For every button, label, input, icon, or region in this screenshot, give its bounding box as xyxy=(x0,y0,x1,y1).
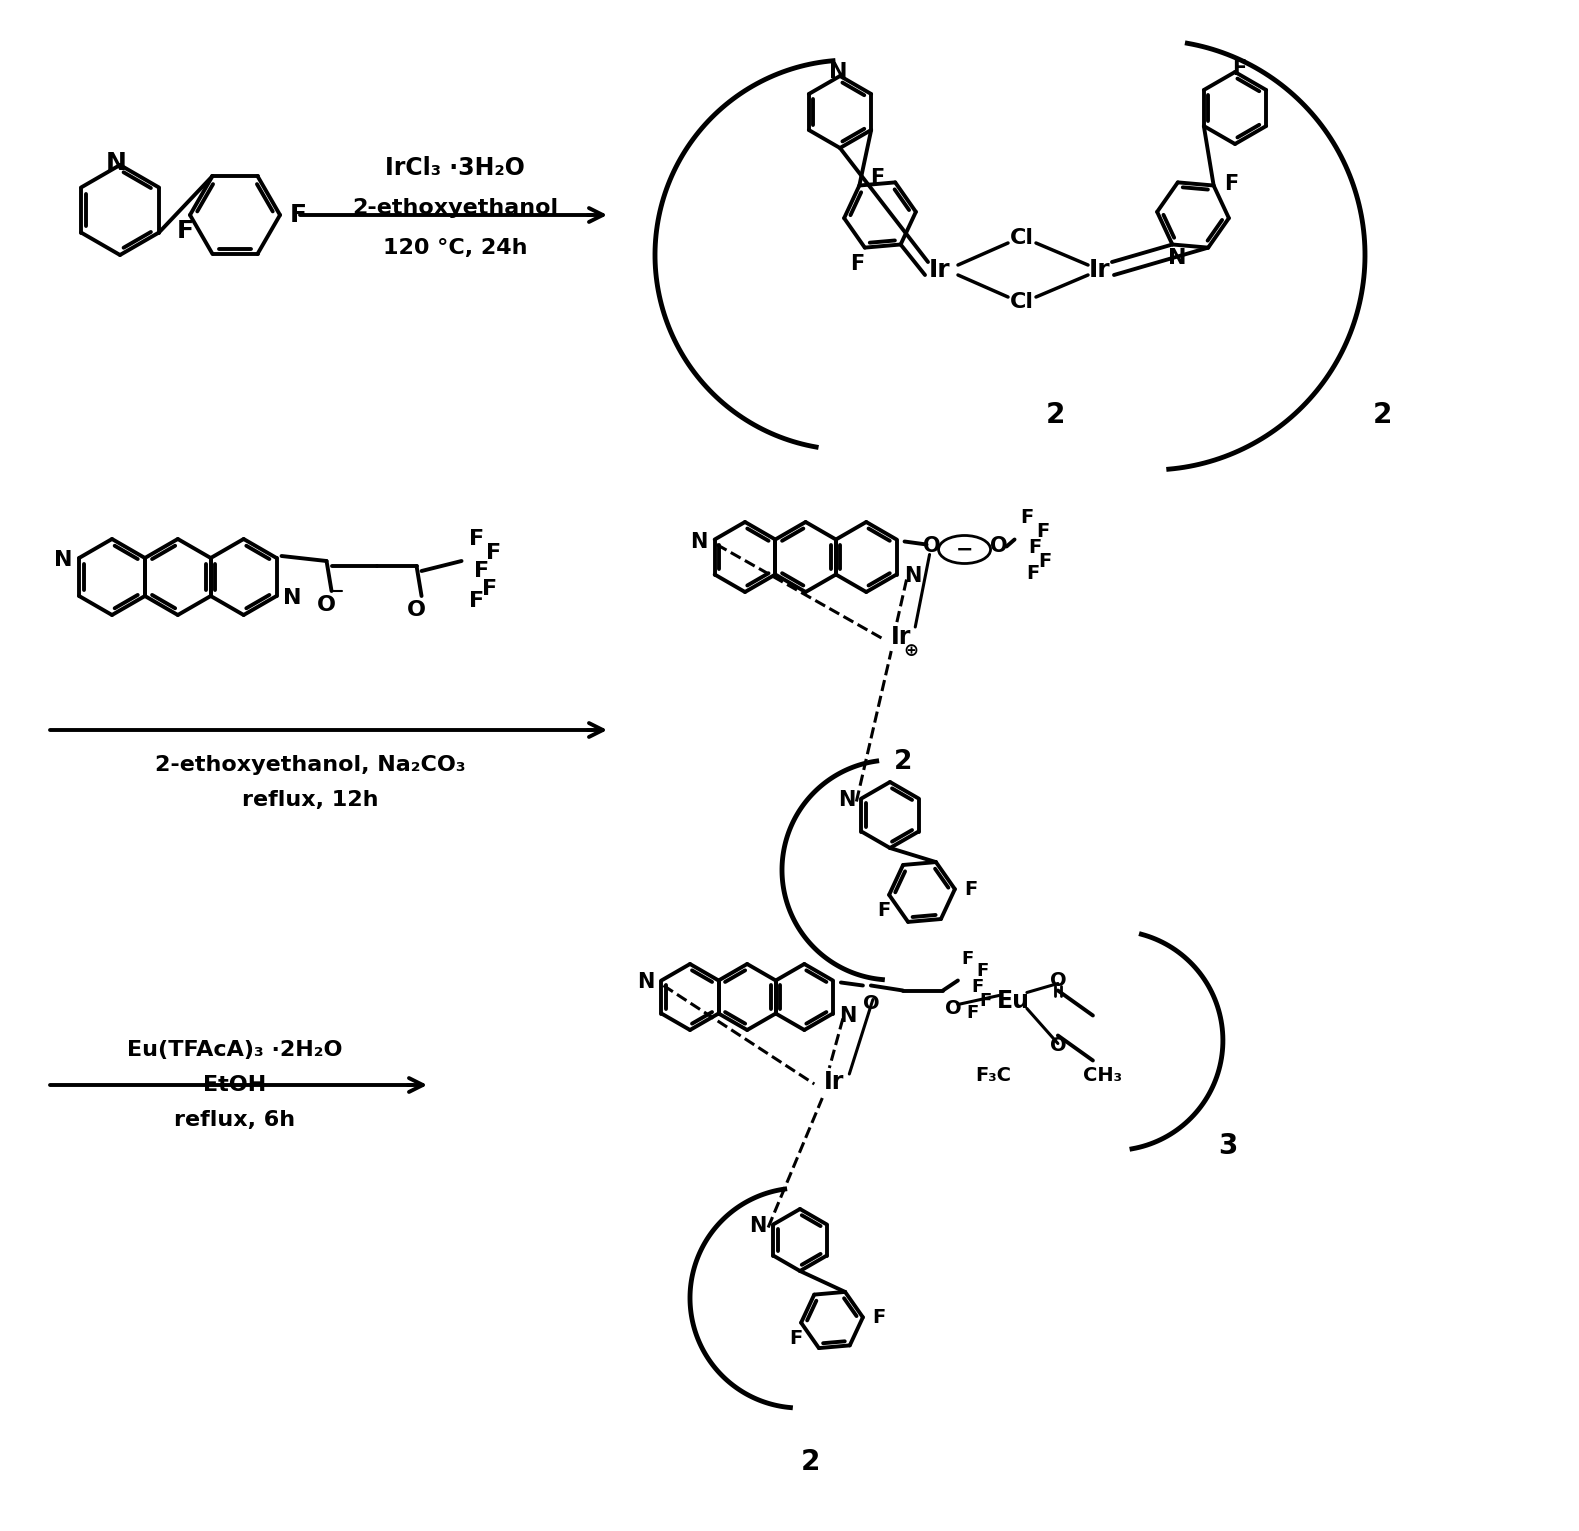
Text: F: F xyxy=(289,204,306,227)
Text: 2-ethoxyethanol, Na₂CO₃: 2-ethoxyethanol, Na₂CO₃ xyxy=(155,755,466,775)
Text: N: N xyxy=(838,790,856,810)
Text: 2: 2 xyxy=(1045,401,1064,429)
Text: Ir: Ir xyxy=(1090,259,1110,282)
Text: N: N xyxy=(829,61,848,83)
Text: N: N xyxy=(690,531,707,551)
Text: F: F xyxy=(966,1003,979,1021)
Text: O: O xyxy=(862,994,880,1014)
Text: −: − xyxy=(955,539,973,559)
Text: O: O xyxy=(1050,971,1066,991)
Text: Eu(TFAcA)₃ ·2H₂O: Eu(TFAcA)₃ ·2H₂O xyxy=(128,1040,343,1059)
Text: F: F xyxy=(1225,173,1240,193)
Text: O: O xyxy=(944,1000,962,1018)
Text: IrCl₃ ·3H₂O: IrCl₃ ·3H₂O xyxy=(385,156,524,181)
Text: N: N xyxy=(54,550,73,570)
Text: 2: 2 xyxy=(894,749,913,775)
Text: F: F xyxy=(979,992,992,1009)
Text: N: N xyxy=(838,1006,856,1026)
Text: O: O xyxy=(1050,1036,1066,1055)
Text: 2: 2 xyxy=(801,1448,820,1476)
Text: Ir: Ir xyxy=(891,625,911,649)
Text: N: N xyxy=(106,152,126,175)
Text: F: F xyxy=(1028,537,1041,557)
Text: F: F xyxy=(474,560,489,580)
Text: F: F xyxy=(486,544,501,563)
Text: F: F xyxy=(872,1307,886,1327)
Text: F: F xyxy=(1026,563,1039,583)
Text: EtOH: EtOH xyxy=(204,1075,267,1095)
Text: F: F xyxy=(177,219,194,243)
Text: F: F xyxy=(1037,553,1052,571)
Text: N: N xyxy=(636,972,654,992)
Text: CH₃: CH₃ xyxy=(1083,1066,1123,1085)
Text: F: F xyxy=(878,902,891,920)
Text: F: F xyxy=(482,579,497,599)
Text: F: F xyxy=(1232,60,1246,80)
Text: F: F xyxy=(971,977,984,995)
Text: Cl: Cl xyxy=(1011,292,1034,312)
Text: F: F xyxy=(965,880,977,899)
Text: F: F xyxy=(977,961,988,980)
Text: 120 °C, 24h: 120 °C, 24h xyxy=(382,237,527,259)
Text: F: F xyxy=(962,949,974,968)
Text: N: N xyxy=(903,566,921,586)
Text: N: N xyxy=(750,1217,767,1237)
Text: F: F xyxy=(469,591,485,611)
Text: ⊕: ⊕ xyxy=(903,641,919,660)
Text: 3: 3 xyxy=(1219,1131,1238,1159)
Text: O: O xyxy=(922,536,941,556)
Text: F: F xyxy=(850,254,864,274)
Text: F: F xyxy=(1036,522,1048,540)
Text: Eu: Eu xyxy=(996,989,1030,1012)
Text: F: F xyxy=(790,1329,802,1349)
Text: F: F xyxy=(1020,508,1033,527)
Text: reflux, 12h: reflux, 12h xyxy=(242,790,379,810)
Text: F: F xyxy=(870,168,884,188)
Text: reflux, 6h: reflux, 6h xyxy=(174,1110,295,1130)
Text: F₃C: F₃C xyxy=(974,1066,1011,1085)
Text: Cl: Cl xyxy=(1011,228,1034,248)
Text: 2-ethoxyethanol: 2-ethoxyethanol xyxy=(352,197,557,217)
Text: Ir: Ir xyxy=(928,259,951,282)
Text: O: O xyxy=(317,596,336,615)
Text: F: F xyxy=(469,530,485,550)
Text: O: O xyxy=(407,600,426,620)
Text: Ir: Ir xyxy=(824,1070,845,1095)
Text: O: O xyxy=(990,536,1007,556)
Text: 2: 2 xyxy=(1372,401,1391,429)
Text: N: N xyxy=(283,588,302,608)
Text: N: N xyxy=(1168,248,1186,268)
